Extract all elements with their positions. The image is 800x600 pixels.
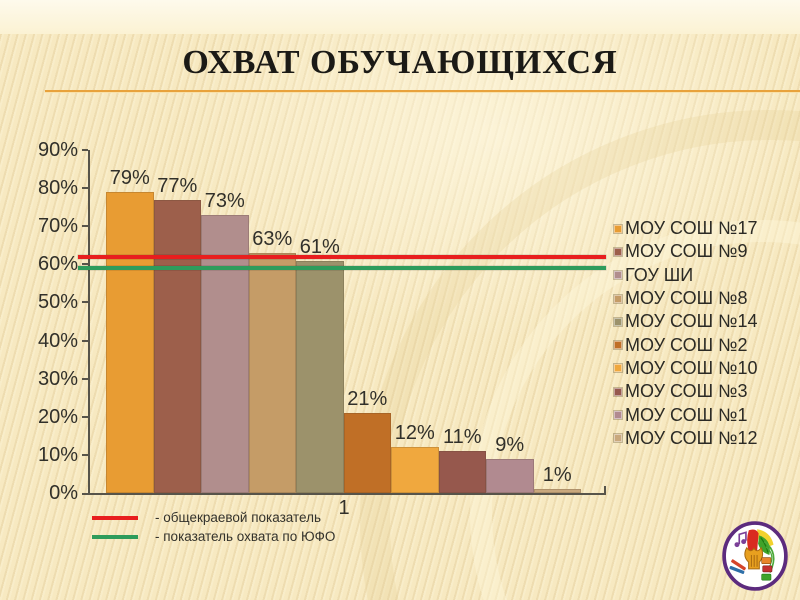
x-axis-line [82, 493, 606, 495]
logo-leaf-vein [760, 537, 769, 553]
y-axis-tick-mark [82, 263, 88, 266]
legend-swatch [614, 434, 622, 443]
y-axis-tick-label: 0% [49, 482, 78, 504]
legend-item: МОУ СОШ №8 [614, 287, 757, 310]
bar-9 [486, 458, 534, 493]
bar-value-label: 63% [252, 227, 293, 250]
regional-reference-line [78, 254, 606, 259]
legend-swatch [614, 387, 622, 396]
bar-value-label: 12% [394, 422, 435, 445]
legend-item: МОУ СОШ №9 [614, 240, 757, 263]
bar-value-label: 11% [442, 426, 482, 449]
bar-10 [533, 489, 581, 493]
yufo-reference-line [78, 266, 606, 271]
yufo-indicator-label: - показатель охвата по ЮФО [155, 529, 336, 544]
legend-item: МОУ СОШ №10 [614, 357, 757, 380]
regional-indicator-label: - общекраевой показатель [155, 510, 321, 525]
legend-label: МОУ СОШ №1 [625, 404, 748, 425]
legend-label: МОУ СОШ №10 [625, 357, 758, 378]
y-axis-tick-mark [82, 453, 88, 456]
y-axis-line [88, 150, 90, 493]
bar-1 [106, 191, 154, 493]
logo-music-note-icon [741, 539, 747, 545]
y-axis-tick-label: 40% [37, 329, 78, 352]
y-axis-tick-label: 60% [37, 253, 78, 276]
bar-value-label: 73% [204, 189, 245, 212]
logo-book-icon [761, 573, 772, 581]
title-underline-decoration [45, 90, 800, 92]
legend-label: МОУ СОШ №8 [625, 288, 748, 309]
y-axis-tick-mark [82, 149, 88, 151]
background-top-band [0, 0, 800, 34]
bar-6 [343, 412, 391, 493]
y-axis-tick-label: 80% [37, 177, 78, 200]
y-axis-tick-label: 70% [37, 215, 78, 238]
legend-item: МОУ СОШ №12 [614, 427, 757, 450]
legend-item: МОУ СОШ №14 [614, 310, 757, 333]
bar-8 [438, 451, 486, 493]
legend-label: МОУ СОШ №9 [625, 241, 748, 262]
bar-5 [296, 260, 344, 493]
x-axis-category-label: 1 [338, 497, 350, 519]
school-logo [722, 521, 788, 591]
bar-value-label: 79% [109, 166, 150, 189]
bar-value-label: 77% [157, 174, 198, 197]
logo-mask-icon [747, 529, 759, 553]
logo-pencil-icon [731, 559, 746, 571]
legend-label: МОУ СОШ №14 [625, 311, 758, 332]
y-axis-tick-mark [82, 377, 88, 380]
legend-swatch [614, 317, 622, 326]
legend-label: ГОУ ШИ [625, 264, 694, 285]
logo-book-icon [761, 557, 772, 565]
legend-label: МОУ СОШ №2 [625, 334, 748, 355]
legend-item: МОУ СОШ №17 [614, 217, 757, 240]
logo-music-note-icon [734, 542, 740, 548]
legend-swatch [614, 271, 622, 280]
bar-7 [391, 447, 439, 493]
y-axis-tick-mark [82, 225, 88, 228]
logo-music-note-stem [738, 531, 747, 545]
legend-swatch [614, 224, 622, 233]
legend-item: ГОУ ШИ [614, 264, 757, 287]
regional-indicator-line-swatch [92, 516, 138, 520]
legend-item: МОУ СОШ №2 [614, 333, 757, 356]
logo-pencil-icon [729, 565, 745, 574]
legend-label: МОУ СОШ №3 [625, 381, 748, 402]
y-axis-tick-mark [82, 301, 88, 304]
legend-swatch [614, 364, 622, 373]
y-axis-tick-label: 50% [37, 291, 78, 314]
legend-label: МОУ СОШ №12 [625, 427, 758, 448]
legend-item: МОУ СОШ №3 [614, 380, 757, 403]
logo-book-icon [762, 565, 773, 573]
slide-title: ОХВАТ ОБУЧАЮЩИХСЯ [182, 44, 618, 81]
bar-value-label: 21% [347, 387, 388, 410]
bar-3 [201, 214, 249, 493]
y-axis-tick-label: 90% [37, 139, 78, 161]
bar-value-label: 9% [495, 433, 525, 456]
legend-swatch [614, 294, 622, 303]
bar-value-label: 61% [299, 235, 340, 258]
chart-legend: МОУ СОШ №17 МОУ СОШ №9 ГОУ ШИ МОУ СОШ №8 МОУ… [614, 217, 757, 450]
y-axis-tick-mark [82, 339, 88, 342]
x-axis-end-tick [604, 486, 606, 494]
bar-4 [248, 252, 296, 493]
y-axis-tick-label: 30% [37, 367, 78, 390]
y-axis-tick-label: 10% [37, 443, 78, 466]
legend-item: МОУ СОШ №1 [614, 403, 757, 426]
bar-2 [153, 199, 201, 493]
legend-swatch [614, 247, 622, 256]
y-axis-tick-mark [82, 415, 88, 418]
bar-value-label: 1% [542, 464, 572, 487]
y-axis-tick-mark [82, 187, 88, 190]
yufo-indicator-line-swatch [92, 535, 138, 539]
y-axis-tick-label: 20% [37, 405, 78, 428]
legend-label: МОУ СОШ №17 [625, 218, 758, 239]
legend-swatch [614, 341, 622, 350]
legend-swatch [614, 411, 622, 420]
